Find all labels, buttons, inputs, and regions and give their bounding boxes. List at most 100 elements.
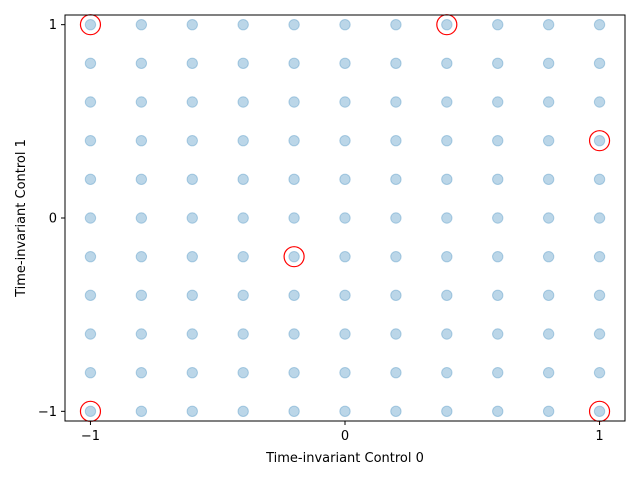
data-point — [84, 173, 97, 186]
data-point — [492, 366, 504, 379]
y-axis-label: Time-invariant Control 1 — [14, 139, 29, 298]
data-point — [186, 212, 198, 224]
data-point — [135, 18, 148, 31]
y-tick-label: 0 — [49, 212, 57, 227]
data-point — [441, 405, 453, 418]
data-point — [390, 328, 402, 340]
data-point — [237, 366, 249, 379]
data-point — [593, 212, 606, 224]
data-point — [390, 57, 402, 70]
data-point — [441, 212, 453, 224]
data-point — [135, 96, 148, 108]
data-point — [186, 366, 198, 379]
data-point — [339, 366, 351, 379]
data-point — [237, 173, 249, 186]
data-point — [390, 405, 402, 418]
data-point — [84, 328, 97, 340]
data-point — [135, 289, 148, 302]
data-point — [237, 18, 249, 31]
data-point — [186, 18, 198, 31]
data-point — [492, 289, 504, 302]
data-point — [492, 96, 504, 108]
data-point — [84, 96, 97, 108]
data-point — [339, 173, 351, 186]
data-point — [542, 134, 555, 147]
data-point — [441, 57, 453, 70]
data-point — [288, 405, 300, 418]
y-tick-label: 1 — [49, 18, 57, 33]
data-point — [237, 212, 249, 224]
data-point — [542, 405, 555, 418]
data-point — [288, 328, 300, 340]
data-point — [593, 18, 606, 31]
data-point — [339, 328, 351, 340]
data-point — [593, 405, 606, 418]
data-point — [339, 57, 351, 70]
data-point — [237, 134, 249, 147]
y-tick-label: −1 — [38, 405, 57, 420]
data-point — [339, 405, 351, 418]
data-point — [390, 250, 402, 263]
data-point — [542, 96, 555, 108]
data-point — [593, 173, 606, 186]
data-point — [339, 289, 351, 302]
data-point — [492, 212, 504, 224]
data-point — [441, 134, 453, 147]
data-point — [288, 250, 300, 263]
data-point — [288, 212, 300, 224]
data-point — [390, 134, 402, 147]
data-point — [288, 366, 300, 379]
data-point — [542, 289, 555, 302]
data-point — [492, 405, 504, 418]
data-point — [135, 212, 148, 224]
data-point — [390, 96, 402, 108]
data-point — [186, 173, 198, 186]
data-point — [339, 212, 351, 224]
data-point — [441, 18, 453, 31]
data-point — [492, 134, 504, 147]
data-point — [339, 134, 351, 147]
data-point — [84, 57, 97, 70]
x-tick-label: −1 — [81, 429, 100, 444]
data-point — [441, 328, 453, 340]
data-point — [492, 173, 504, 186]
data-point — [84, 289, 97, 302]
data-point — [593, 366, 606, 379]
data-point — [186, 405, 198, 418]
data-point — [593, 328, 606, 340]
data-point — [288, 57, 300, 70]
data-point — [288, 96, 300, 108]
data-point — [84, 212, 97, 224]
data-point — [441, 96, 453, 108]
x-tick-label: 1 — [595, 429, 603, 444]
ticks-layer: −1 0 1 −1 0 1 — [38, 18, 604, 444]
data-point — [339, 18, 351, 31]
data-point — [441, 366, 453, 379]
data-point — [237, 96, 249, 108]
highlighted-point — [283, 246, 305, 268]
data-point — [237, 57, 249, 70]
data-point — [135, 250, 148, 263]
data-point — [593, 134, 606, 147]
data-point — [84, 250, 97, 263]
data-point — [135, 134, 148, 147]
data-point — [593, 57, 606, 70]
data-point — [186, 57, 198, 70]
x-axis-label: Time-invariant Control 0 — [265, 451, 424, 466]
data-point — [84, 366, 97, 379]
data-point — [542, 57, 555, 70]
data-point — [492, 57, 504, 70]
data-point — [135, 366, 148, 379]
data-point — [186, 250, 198, 263]
data-point — [84, 134, 97, 147]
data-point — [542, 250, 555, 263]
data-point — [542, 328, 555, 340]
highlighted-point — [588, 130, 611, 152]
data-point — [390, 18, 402, 31]
data-point — [135, 328, 148, 340]
data-point — [237, 250, 249, 263]
data-point — [441, 289, 453, 302]
data-point — [492, 250, 504, 263]
data-point — [186, 96, 198, 108]
